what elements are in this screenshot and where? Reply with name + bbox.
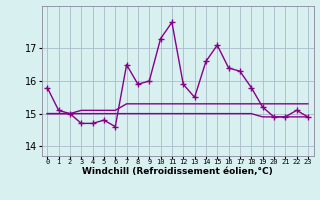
X-axis label: Windchill (Refroidissement éolien,°C): Windchill (Refroidissement éolien,°C) — [82, 167, 273, 176]
